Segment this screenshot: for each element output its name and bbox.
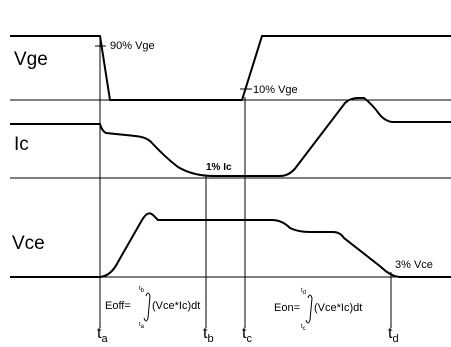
vce-label: Vce bbox=[12, 233, 45, 254]
td-label: td bbox=[388, 325, 399, 345]
eon-upper-limit: td bbox=[301, 288, 306, 296]
vce-3-annotation: 3% Vce bbox=[395, 259, 433, 271]
ic-waveform bbox=[10, 97, 451, 177]
eoff-lower-limit: ta bbox=[139, 322, 145, 330]
ic-label: Ic bbox=[14, 134, 29, 155]
ta-label: ta bbox=[97, 325, 108, 345]
eon-lhs: Eon= bbox=[274, 302, 300, 314]
vge-10-annotation: 10% Vge bbox=[253, 84, 298, 96]
eon-lower-limit: tc bbox=[301, 324, 306, 332]
vge-waveform bbox=[10, 35, 451, 101]
vge-90-annotation: 90% Vge bbox=[110, 40, 155, 52]
eoff-formula: Eoff= tb ta (Vce*Ic)dt bbox=[105, 286, 200, 330]
eon-integral-sign bbox=[305, 294, 313, 324]
eoff-integrand: (Vce*Ic)dt bbox=[152, 300, 200, 312]
vce-waveform bbox=[10, 212, 451, 278]
eon-formula: Eon= td tc (Vce*Ic)dt bbox=[274, 288, 362, 332]
eoff-lhs: Eoff= bbox=[105, 300, 131, 312]
ic-1-annotation: 1% Ic bbox=[206, 162, 232, 173]
eoff-upper-limit: tb bbox=[139, 286, 145, 294]
eon-integrand: (Vce*Ic)dt bbox=[314, 302, 362, 314]
tb-label: tb bbox=[203, 325, 214, 345]
tc-label: tc bbox=[242, 325, 252, 345]
vge-label: Vge bbox=[14, 49, 48, 70]
eoff-integral-sign bbox=[143, 292, 151, 322]
